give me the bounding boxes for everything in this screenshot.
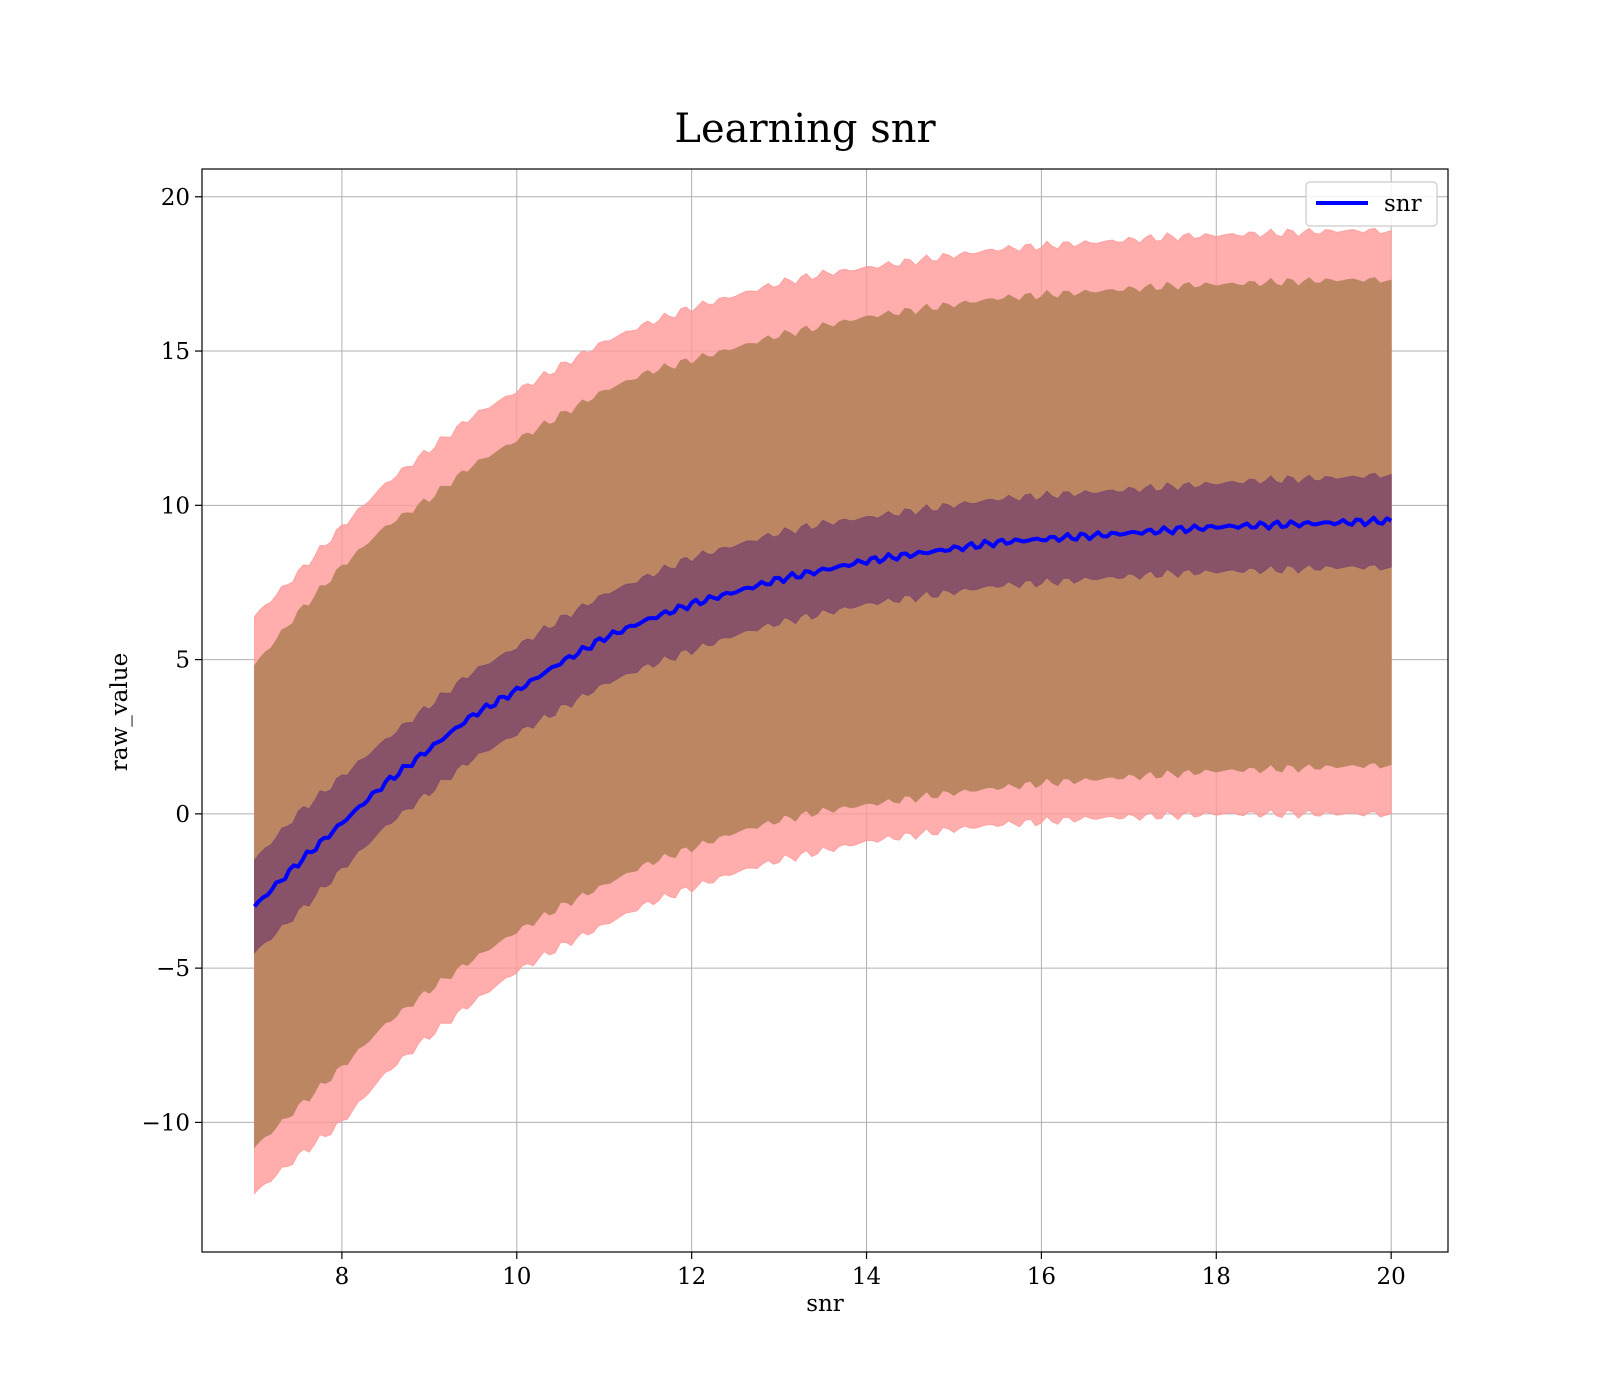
y-tick-label: 0 — [175, 802, 190, 828]
confidence-bands — [254, 227, 1392, 1195]
y-tick-label: 5 — [175, 648, 190, 674]
legend-box — [1305, 181, 1438, 227]
y-axis-label: raw_value — [107, 653, 133, 771]
chart-title: Learning snr — [674, 106, 936, 152]
series-line-snr — [252, 515, 1393, 908]
y-tick-label: 15 — [161, 339, 190, 365]
legend-label: snr — [1384, 191, 1422, 217]
y-tick-label: −5 — [156, 956, 190, 982]
axis-ticks: 8 10 12 14 16 18 20 −10 −5 0 5 10 15 20 — [141, 185, 1405, 1290]
x-tick-label: 18 — [1202, 1264, 1231, 1290]
y-tick-label: −10 — [141, 1110, 190, 1136]
x-tick-label: 14 — [852, 1264, 881, 1290]
plot-frame — [201, 168, 1449, 1253]
x-tick-label: 8 — [335, 1264, 350, 1290]
x-tick-label: 16 — [1027, 1264, 1056, 1290]
x-tick-label: 10 — [502, 1264, 531, 1290]
x-axis-label: snr — [806, 1291, 844, 1317]
legend: snr — [1305, 181, 1438, 227]
series-lines — [252, 515, 1393, 908]
y-tick-label: 20 — [161, 185, 190, 211]
x-tick-label: 20 — [1377, 1264, 1406, 1290]
y-tick-label: 10 — [161, 493, 190, 519]
x-tick-label: 12 — [677, 1264, 706, 1290]
